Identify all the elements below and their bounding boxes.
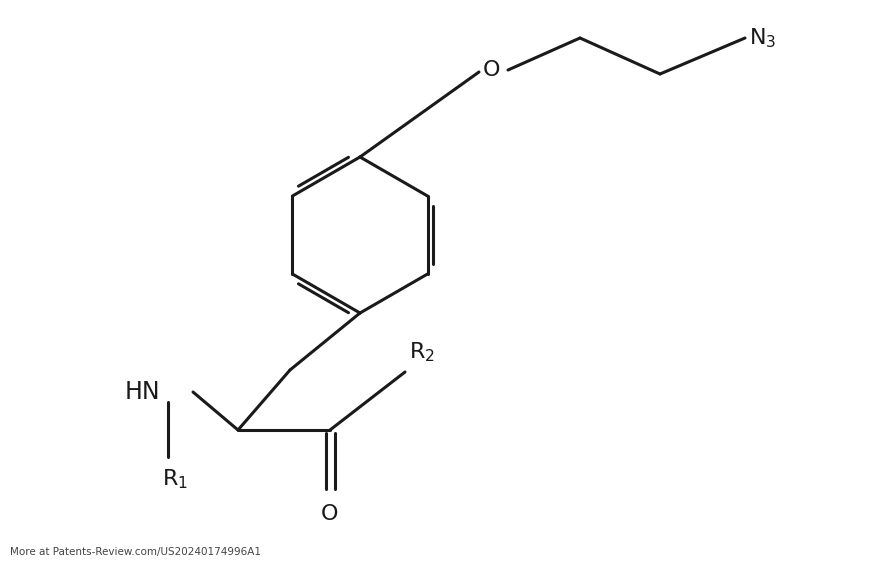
Text: N$_3$: N$_3$ xyxy=(749,26,776,50)
Text: O: O xyxy=(321,504,339,524)
Text: HN: HN xyxy=(124,380,160,404)
Text: O: O xyxy=(483,60,501,80)
Text: More at Patents-Review.com/US20240174996A1: More at Patents-Review.com/US20240174996… xyxy=(10,547,261,557)
Text: R$_2$: R$_2$ xyxy=(409,340,435,364)
Text: R$_1$: R$_1$ xyxy=(162,467,188,490)
